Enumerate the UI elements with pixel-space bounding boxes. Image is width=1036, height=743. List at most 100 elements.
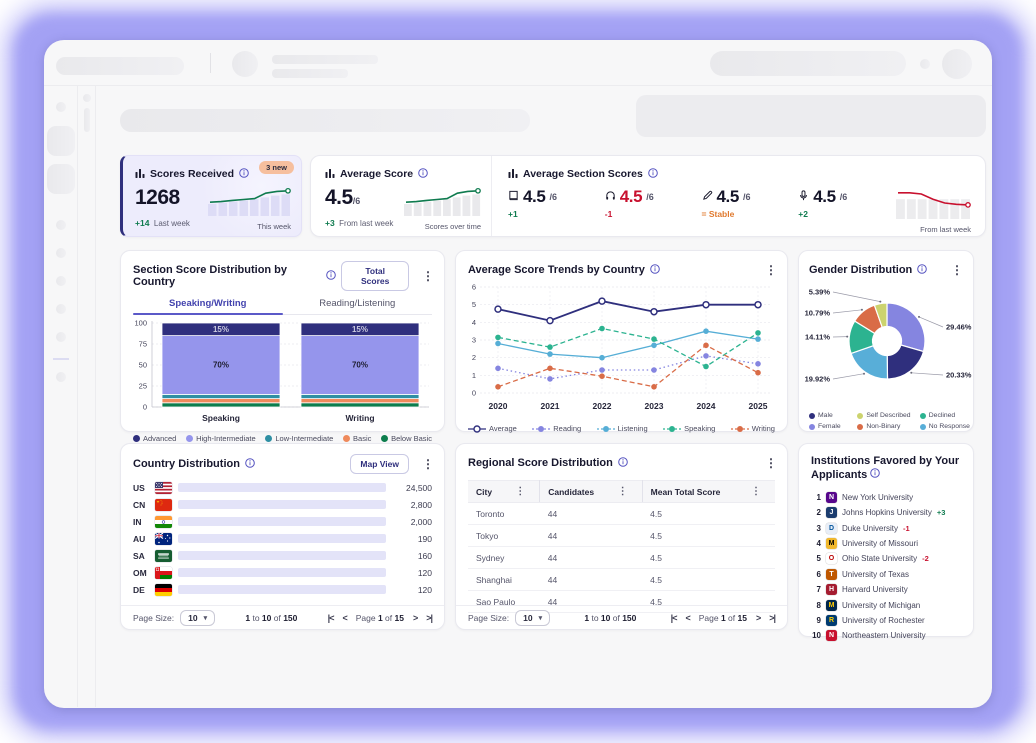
institution-rank: 3 [816,523,821,533]
section-distribution-card: Section Score Distribution by Country To… [120,250,445,443]
map-view-button[interactable]: Map View [350,454,409,474]
info-icon[interactable] [239,165,249,183]
info-icon[interactable] [648,165,658,183]
kebab-menu-icon[interactable]: ⋮ [422,457,434,471]
sidebar-item-skeleton[interactable] [46,126,75,156]
table-row[interactable]: Toronto 44 4.5 [468,502,775,525]
sidebar-item-skeleton[interactable] [55,332,66,342]
institution-item[interactable]: 5 O Ohio State University -2 [811,551,963,566]
prev-page-button[interactable]: < [685,612,690,623]
sidebar-item-skeleton[interactable] [55,276,66,286]
legend-item[interactable]: High-Intermediate [186,434,256,443]
topbar-skeleton-text [272,69,348,78]
score-denominator: /6 [646,192,654,202]
section-score-metric: 4.5 /6 +2 [798,187,847,219]
institution-item[interactable]: 10 N Northeastern University [811,628,963,643]
sidebar-item-skeleton[interactable] [55,304,66,314]
kebab-menu-icon[interactable]: ⋮ [765,456,777,470]
last-page-button[interactable]: >| [769,612,776,623]
svg-text:2021: 2021 [541,401,560,411]
table-row[interactable]: Sao Paulo 44 4.5 [468,590,775,613]
page-size-select[interactable]: 10 ▾ [515,609,551,626]
info-icon[interactable] [870,468,881,481]
column-header[interactable]: City ⋮ [468,480,541,503]
svg-text:2023: 2023 [645,401,664,411]
sidebar-item-skeleton[interactable] [46,164,75,194]
kebab-menu-icon[interactable]: ⋮ [951,263,963,277]
first-page-button[interactable]: |< [670,612,678,623]
scores-received-card: 3 new Scores Received 1268 +14 La [120,155,302,237]
legend-item[interactable]: Speaking [663,424,715,433]
legend-item[interactable]: Reading [532,424,581,433]
sections-sparkline [895,187,971,224]
page-size-select[interactable]: 10 ▾ [180,609,216,626]
institution-item[interactable]: 1 N New York University [811,490,963,505]
column-header[interactable]: Candidates ⋮ [539,480,643,503]
tab-reading-listening[interactable]: Reading/Listening [319,298,396,309]
section-score-value: 4.5 [813,187,836,206]
column-kebab-icon[interactable]: ⋮ [515,486,526,497]
legend-item[interactable]: Non-Binary [857,423,919,430]
sidebar-item-skeleton[interactable] [55,248,66,258]
svg-text:19.92%: 19.92% [805,375,831,384]
sa-flag-icon [155,549,172,562]
last-page-button[interactable]: >| [426,612,433,623]
institution-item[interactable]: 6 T University of Texas [811,567,963,582]
institution-item[interactable]: 4 M University of Missouri [811,536,963,551]
kebab-menu-icon[interactable]: ⋮ [765,263,777,277]
legend-item[interactable]: Listening [596,424,648,433]
legend-item[interactable]: Advanced [133,434,176,443]
info-icon[interactable] [418,165,428,183]
column-kebab-icon[interactable]: ⋮ [617,486,628,497]
table-row[interactable]: Shanghai 44 4.5 [468,568,775,591]
legend-item[interactable]: Self Described [857,412,919,419]
info-icon[interactable] [650,261,660,279]
legend-item[interactable]: Basic [343,434,371,443]
table-row[interactable]: Tokyo 44 4.5 [468,524,775,547]
svg-text:0: 0 [472,389,476,398]
country-code: IN [133,516,142,527]
legend-item[interactable]: No Response [919,423,970,430]
institution-item[interactable]: 7 H Harvard University [811,582,963,597]
column-header[interactable]: Mean Total Score ⋮ [642,480,775,503]
tab-speaking-writing[interactable]: Speaking/Writing [133,298,283,315]
legend-item[interactable]: Declined [919,412,965,419]
column-kebab-icon[interactable]: ⋮ [751,486,761,497]
sidebar-item-skeleton[interactable] [55,372,66,382]
cn-flag-icon [155,498,172,511]
prev-page-button[interactable]: < [342,612,347,623]
legend-item[interactable]: Female [809,423,857,430]
rail-skeleton-scrollbar[interactable] [84,108,90,132]
legend-item[interactable]: Average [468,424,517,433]
institution-item[interactable]: 3 D Duke University -1 [811,520,963,535]
info-icon[interactable] [245,455,255,473]
info-icon[interactable] [326,267,337,285]
browser-topbar [44,40,992,86]
institution-item[interactable]: 8 M University of Michigan [811,597,963,612]
country-row: DE 120 [133,581,432,598]
institution-item[interactable]: 9 R University of Rochester [811,613,963,628]
sidebar-item-skeleton[interactable] [55,220,66,230]
first-page-button[interactable]: |< [327,612,335,623]
institution-name: University of Michigan [842,600,921,610]
score-denominator: /6 [549,192,557,202]
info-icon[interactable] [618,454,628,472]
page-header [120,93,986,139]
sidebar-item-skeleton[interactable] [55,102,66,112]
kebab-menu-icon[interactable]: ⋮ [422,269,434,283]
total-scores-button[interactable]: Total Scores [341,261,409,291]
card-title: Institutions Favored by Your Applicants [811,455,960,482]
svg-text:Speaking: Speaking [202,413,240,423]
legend-item[interactable]: Male [809,412,857,419]
next-page-button[interactable]: > [412,612,418,623]
line-chart-legend: Average Reading Listening Speaking Writing [456,422,787,433]
institution-logo-icon: N [826,491,837,503]
svg-text:29.46%: 29.46% [946,323,972,332]
info-icon[interactable] [917,261,928,279]
next-page-button[interactable]: > [755,612,761,623]
institution-item[interactable]: 2 J Johns Hopkins University +3 [811,505,963,520]
legend-item[interactable]: Writing [730,424,775,433]
legend-item[interactable]: Low-Intermediate [265,434,333,443]
legend-item[interactable]: Below Basic [381,434,432,443]
table-row[interactable]: Sydney 44 4.5 [468,546,775,569]
